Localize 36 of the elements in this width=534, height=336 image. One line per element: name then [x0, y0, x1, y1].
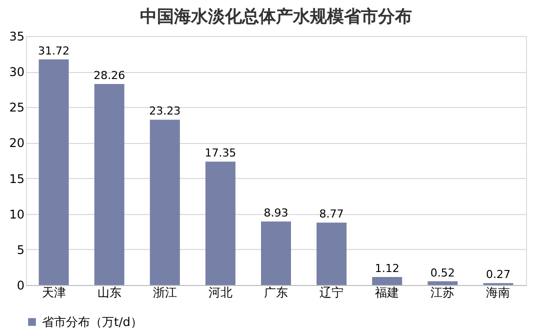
y-tick-label: 30 [9, 65, 24, 80]
y-tick-label: 5 [16, 242, 24, 257]
bar [316, 222, 347, 285]
bar [205, 162, 236, 285]
data-label: 23.23 [149, 104, 181, 118]
data-label: 17.35 [204, 146, 236, 160]
data-label: 28.26 [94, 68, 126, 82]
x-tick-label: 江苏 [430, 286, 455, 300]
x-tick-label: 海南 [486, 286, 510, 300]
bar [261, 221, 291, 285]
chart-title: 中国海水淡化总体产水规模省市分布 [140, 7, 412, 27]
x-tick-label: 河北 [208, 286, 232, 300]
y-tick-label: 0 [16, 278, 24, 292]
y-tick-label: 20 [9, 136, 24, 150]
bar [94, 84, 124, 285]
bar [428, 281, 458, 285]
data-label: 31.72 [38, 44, 70, 58]
bar [150, 120, 180, 285]
y-tick-label: 10 [9, 207, 24, 222]
bar [372, 277, 402, 285]
y-tick-label: 15 [9, 172, 24, 186]
data-label: 0.52 [430, 266, 455, 280]
y-tick-label: 35 [9, 30, 24, 44]
data-label: 8.93 [264, 206, 288, 220]
x-tick-label: 广东 [264, 286, 288, 300]
x-tick-label: 山东 [97, 286, 122, 300]
x-tick-label: 天津 [42, 286, 66, 300]
legend-label: 省市分布（万t/d） [42, 315, 142, 329]
data-label: 1.12 [374, 262, 400, 276]
y-tick-label: 25 [9, 100, 24, 115]
x-tick-label: 浙江 [152, 286, 177, 300]
x-tick-label: 辽宁 [320, 286, 344, 300]
x-tick-label: 福建 [375, 286, 400, 300]
bar [38, 59, 69, 285]
data-label: 0.27 [486, 268, 510, 282]
data-label: 8.77 [319, 208, 344, 221]
